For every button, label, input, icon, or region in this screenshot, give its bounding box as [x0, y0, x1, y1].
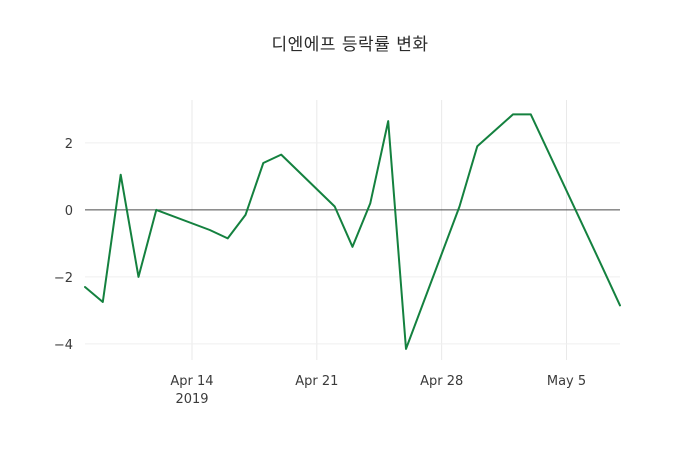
x-tick-label: Apr 14: [170, 374, 213, 389]
x-tick-year-label: 2019: [175, 392, 208, 407]
y-tick-label: −4: [54, 338, 73, 353]
y-tick-label: 2: [65, 137, 73, 152]
chart-title: 디엔에프 등락률 변화: [271, 35, 429, 55]
x-tick-label: Apr 28: [420, 374, 463, 389]
series-line: [84, 113, 621, 350]
y-tick-label: 0: [65, 204, 73, 219]
x-tick-label: Apr 21: [295, 374, 338, 389]
x-tick-label: May 5: [547, 374, 586, 389]
y-tick-label: −2: [54, 271, 73, 286]
